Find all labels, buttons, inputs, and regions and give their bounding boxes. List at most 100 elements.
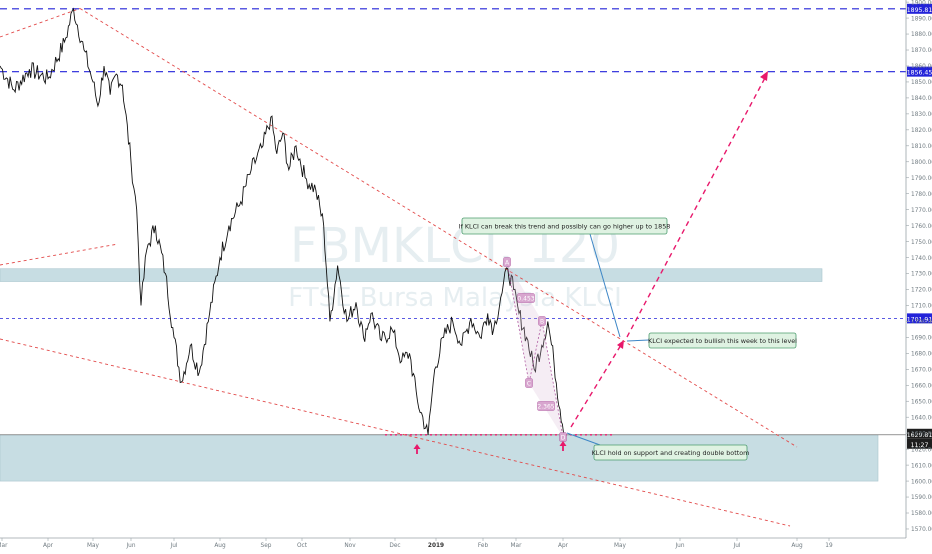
x-tick-label-13: Apr	[558, 543, 569, 549]
harmonic-label-4: 2.365	[537, 404, 554, 411]
y-tick-label-2: 1590.00	[911, 495, 932, 501]
level-badge-label-2: 1701.91	[907, 316, 932, 323]
level-badge-label-0: 1895.81	[907, 7, 932, 14]
x-tick-label-17: Aug	[791, 543, 803, 549]
callout-text-1: KLCI expected to bullish this week to th…	[648, 337, 797, 345]
y-tick-label-20: 1770.00	[911, 208, 932, 214]
x-tick-label-0: Mar	[0, 543, 8, 549]
y-tick-label-33: 1900.00	[911, 0, 932, 6]
y-tick-label-11: 1680.00	[911, 352, 932, 358]
y-tick-label-14: 1710.00	[911, 304, 932, 310]
y-tick-label-22: 1790.00	[911, 176, 932, 182]
x-tick-label-3: Jun	[125, 543, 135, 549]
x-axis: Mar Apr May Jun Jul Aug Sep Oct Nov Dec 2019 Feb Mar…	[0, 537, 906, 549]
y-tick-label-23: 1800.00	[911, 160, 932, 166]
watermark-subtitle: FTSE Bursa Malaysia KLCI	[288, 283, 622, 313]
y-tick-label-21: 1780.00	[911, 192, 932, 198]
y-tick-label-8: 1650.00	[911, 399, 932, 405]
projection-line-long	[626, 75, 767, 338]
x-tick-label-2: May	[87, 543, 100, 549]
harmonic-label-3: C	[527, 381, 531, 388]
harmonic-pattern: A 0.453 B C 2.365 D	[503, 257, 567, 442]
support-sub-badge	[907, 438, 932, 449]
x-tick-label-16: Jul	[733, 543, 741, 549]
projection-arrowhead-long	[760, 71, 768, 81]
x-tick-label-7: Oct	[297, 543, 308, 549]
y-tick-label-19: 1760.00	[911, 224, 932, 230]
y-tick-label-0: 1570.00	[911, 527, 932, 533]
harmonic-point-1	[517, 293, 535, 303]
horizontal-levels: 1895.81 1856.45 1701.91 1629.81 11:27	[0, 3, 932, 449]
trendlines	[0, 8, 798, 527]
y-tick-label-18: 1750.00	[911, 240, 932, 246]
y-tick-label-13: 1700.00	[911, 320, 932, 326]
harmonic-fill	[507, 262, 563, 437]
y-tick-label-27: 1840.00	[911, 96, 932, 102]
support-badge	[907, 428, 932, 439]
bottom-arrow-head-1	[559, 441, 567, 446]
trendline-2	[0, 243, 119, 266]
callout-pointer-1	[626, 339, 650, 342]
x-tick-label-8: Nov	[344, 543, 356, 549]
projection-arrowhead-short	[617, 340, 624, 349]
harmonic-point-2	[538, 316, 546, 326]
y-tick-label-31: 1880.00	[911, 32, 932, 38]
x-tick-label-14: May	[614, 543, 627, 549]
y-axis: 1570.00 1580.00 1590.00 1600.00 1610.00 1620.…	[905, 0, 932, 538]
harmonic-label-1: 0.453	[517, 296, 534, 303]
y-tick-label-30: 1870.00	[911, 48, 932, 54]
y-tick-label-12: 1690.00	[911, 336, 932, 342]
trendline-1	[79, 8, 798, 448]
y-tick-label-25: 1820.00	[911, 128, 932, 134]
x-tick-label-4: Jul	[170, 543, 178, 549]
price-line	[0, 7, 566, 435]
harmonic-point-4	[537, 401, 555, 411]
x-tick-label-18: 19	[825, 543, 833, 549]
harmonic-path	[506, 261, 564, 438]
trendline-0	[0, 8, 81, 38]
y-tick-label-26: 1830.00	[911, 112, 932, 118]
y-tick-label-16: 1730.00	[911, 272, 932, 278]
harmonic-point-0	[503, 257, 511, 267]
y-tick-label-15: 1720.00	[911, 288, 932, 294]
x-tick-label-9: Dec	[389, 543, 400, 549]
y-tick-label-9: 1660.00	[911, 383, 932, 389]
support-sub-badge-label: 11:27	[911, 442, 929, 449]
level-badge-label-1: 1856.45	[907, 70, 932, 77]
bottom-arrow-head-0	[413, 444, 421, 449]
level-badge-2	[907, 313, 932, 324]
y-tick-label-32: 1890.00	[911, 16, 932, 22]
x-tick-label-15: Jun	[674, 543, 684, 549]
callout-pointer-0	[589, 233, 621, 338]
x-tick-label-5: Aug	[214, 543, 226, 549]
y-tick-label-28: 1850.00	[911, 80, 932, 86]
support-badge-label: 1629.81	[907, 432, 932, 439]
zone-0	[0, 268, 823, 282]
callout-box-0	[461, 217, 668, 235]
y-tick-label-4: 1610.00	[911, 463, 932, 469]
x-tick-label-10: 2019	[428, 543, 444, 549]
y-tick-label-10: 1670.00	[911, 368, 932, 374]
harmonic-point-3	[525, 378, 533, 388]
callout-pointer-2	[566, 432, 601, 446]
x-tick-label-6: Sep	[261, 543, 272, 549]
y-tick-label-29: 1860.00	[911, 64, 932, 70]
callout-text-0: If KLCI can break this trend and possibl…	[459, 222, 671, 230]
callout-box-2	[593, 444, 748, 461]
y-tick-label-17: 1740.00	[911, 256, 932, 262]
callout-box-1	[648, 332, 797, 349]
projection-line-short	[570, 344, 622, 428]
y-tick-label-1: 1580.00	[911, 511, 932, 517]
y-tick-label-5: 1620.00	[911, 447, 932, 453]
price-series	[0, 7, 566, 435]
y-tick-label-7: 1640.00	[911, 415, 932, 421]
y-tick-label-3: 1600.00	[911, 479, 932, 485]
x-tick-label-1: Apr	[43, 543, 54, 549]
y-tick-label-6: 1630.00	[911, 431, 932, 437]
level-badge-1	[907, 66, 932, 77]
harmonic-label-0: A	[505, 260, 510, 267]
projection-arrows	[413, 71, 768, 454]
harmonic-label-5: D	[561, 435, 566, 442]
